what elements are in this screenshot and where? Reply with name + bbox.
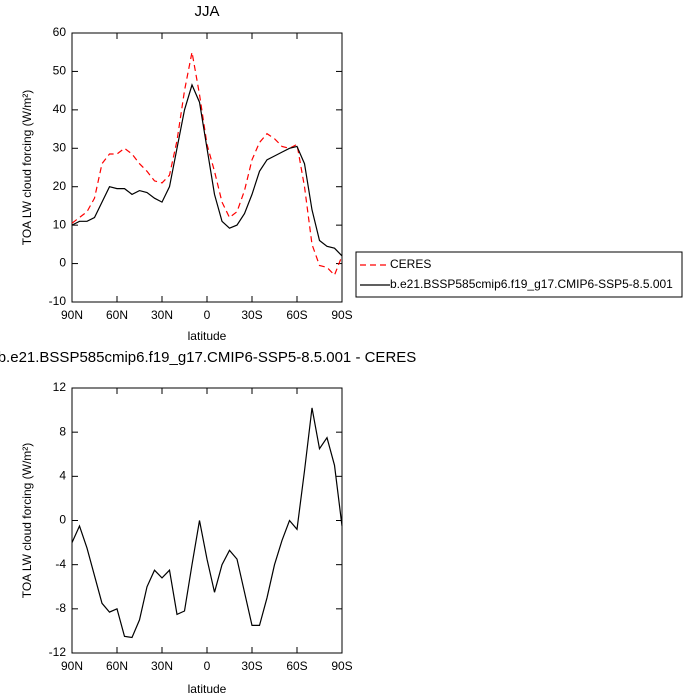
y-tick-label: 10 [53,217,67,231]
chart-title: b.e21.BSSP585cmip6.f19_g17.CMIP6-SSP5-8.… [0,349,416,366]
y-tick-label: 12 [53,380,67,394]
x-tick-label: 30N [151,308,173,322]
x-tick-label: 90N [61,659,83,673]
legend-box [355,251,683,298]
y-tick-label: 60 [53,25,67,39]
data-line [71,52,343,277]
y-tick-label: -8 [55,601,66,615]
plot-frame [71,387,343,654]
x-tick-label: 60N [106,659,128,673]
x-tick-label: 0 [204,659,211,673]
legend-label: CERES [390,257,431,271]
y-tick-label: -10 [49,294,67,308]
y-tick-label: 40 [53,102,67,116]
data-line [71,83,343,257]
y-tick-label: 8 [59,424,66,438]
y-tick-label: 50 [53,64,67,78]
x-axis-label: latitude [188,682,227,696]
x-tick-label: 30S [241,308,262,322]
x-tick-label: 30S [241,659,262,673]
data-line [71,407,343,639]
x-axis-label: latitude [188,329,227,343]
x-tick-label: 60S [286,659,307,673]
x-tick-label: 90N [61,308,83,322]
y-tick-label: -4 [55,557,66,571]
legend-label: b.e21.BSSP585cmip6.f19_g17.CMIP6-SSP5-8.… [390,277,673,291]
x-tick-label: 90S [331,308,352,322]
y-tick-label: 0 [59,256,66,270]
chart-title: JJA [194,3,219,20]
y-tick-label: 4 [59,469,66,483]
x-tick-label: 60N [106,308,128,322]
x-tick-label: 30N [151,659,173,673]
y-axis-label: TOA LW cloud forcing (W/m²) [20,443,34,599]
y-axis-label: TOA LW cloud forcing (W/m²) [20,90,34,246]
x-tick-label: 60S [286,308,307,322]
x-tick-label: 0 [204,308,211,322]
y-tick-label: -12 [49,645,67,659]
y-tick-label: 30 [53,140,67,154]
x-tick-label: 90S [331,659,352,673]
y-tick-label: 20 [53,179,67,193]
y-tick-label: 0 [59,513,66,527]
